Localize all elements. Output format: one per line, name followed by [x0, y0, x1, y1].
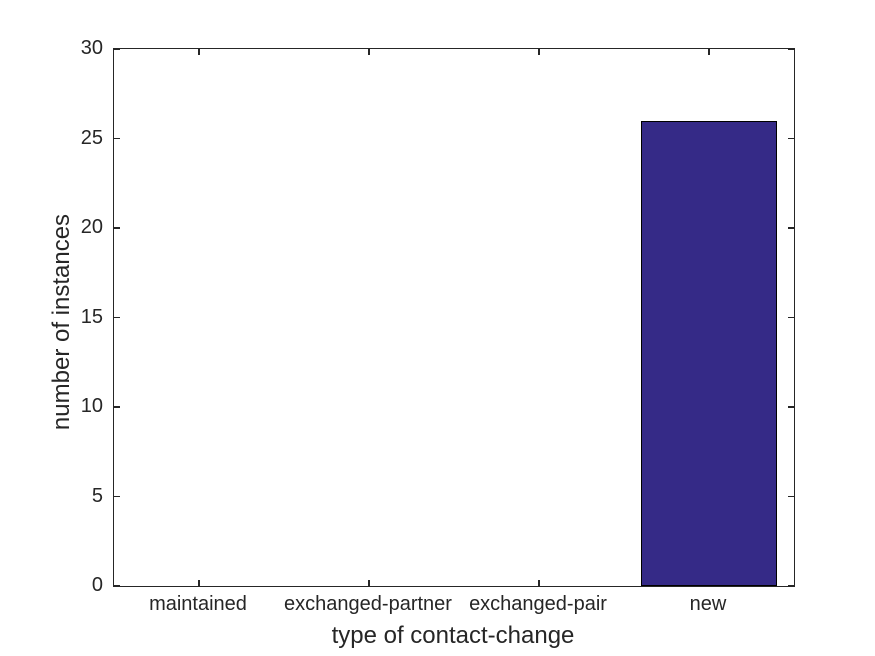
y-tick-mark-mirror: [788, 585, 794, 587]
y-tick-mark-mirror: [788, 495, 794, 498]
y-tick-mark: [114, 137, 120, 140]
x-tick-mark-mirror: [198, 49, 200, 55]
y-tick-label: 25: [80, 126, 103, 149]
y-tick-mark: [114, 495, 120, 498]
x-tick-label: maintained: [149, 593, 247, 615]
y-tick-mark: [114, 48, 120, 50]
x-tick-mark: [538, 580, 540, 586]
y-tick-label: 10: [80, 395, 103, 417]
x-tick-mark-mirror: [368, 49, 370, 55]
y-tick-mark-mirror: [788, 406, 794, 408]
y-tick-mark-mirror: [788, 316, 794, 319]
y-tick-mark: [114, 316, 120, 319]
y-tick-mark-mirror: [788, 48, 794, 50]
y-tick-label: 30: [80, 37, 103, 59]
bar-new: [641, 120, 777, 586]
x-tick-label: new: [689, 593, 727, 615]
x-tick-label: exchanged-pair: [469, 593, 607, 615]
y-tick-mark: [114, 585, 120, 587]
y-tick-label: 5: [91, 484, 103, 507]
plot-area: [113, 48, 795, 587]
x-tick-mark: [368, 580, 370, 586]
x-axis-label: type of contact-change: [331, 622, 575, 649]
y-tick-mark: [114, 406, 120, 408]
y-tick-label: 20: [80, 216, 103, 238]
x-tick-mark-mirror: [708, 49, 710, 55]
y-tick-mark-mirror: [788, 137, 794, 140]
x-tick-mark: [198, 580, 200, 586]
x-tick-label: exchanged-partner: [284, 593, 452, 615]
y-tick-label: 15: [80, 305, 103, 328]
y-tick-mark-mirror: [788, 227, 794, 229]
y-tick-label: 0: [91, 574, 103, 596]
y-tick-mark: [114, 227, 120, 229]
x-tick-mark-mirror: [538, 49, 540, 55]
